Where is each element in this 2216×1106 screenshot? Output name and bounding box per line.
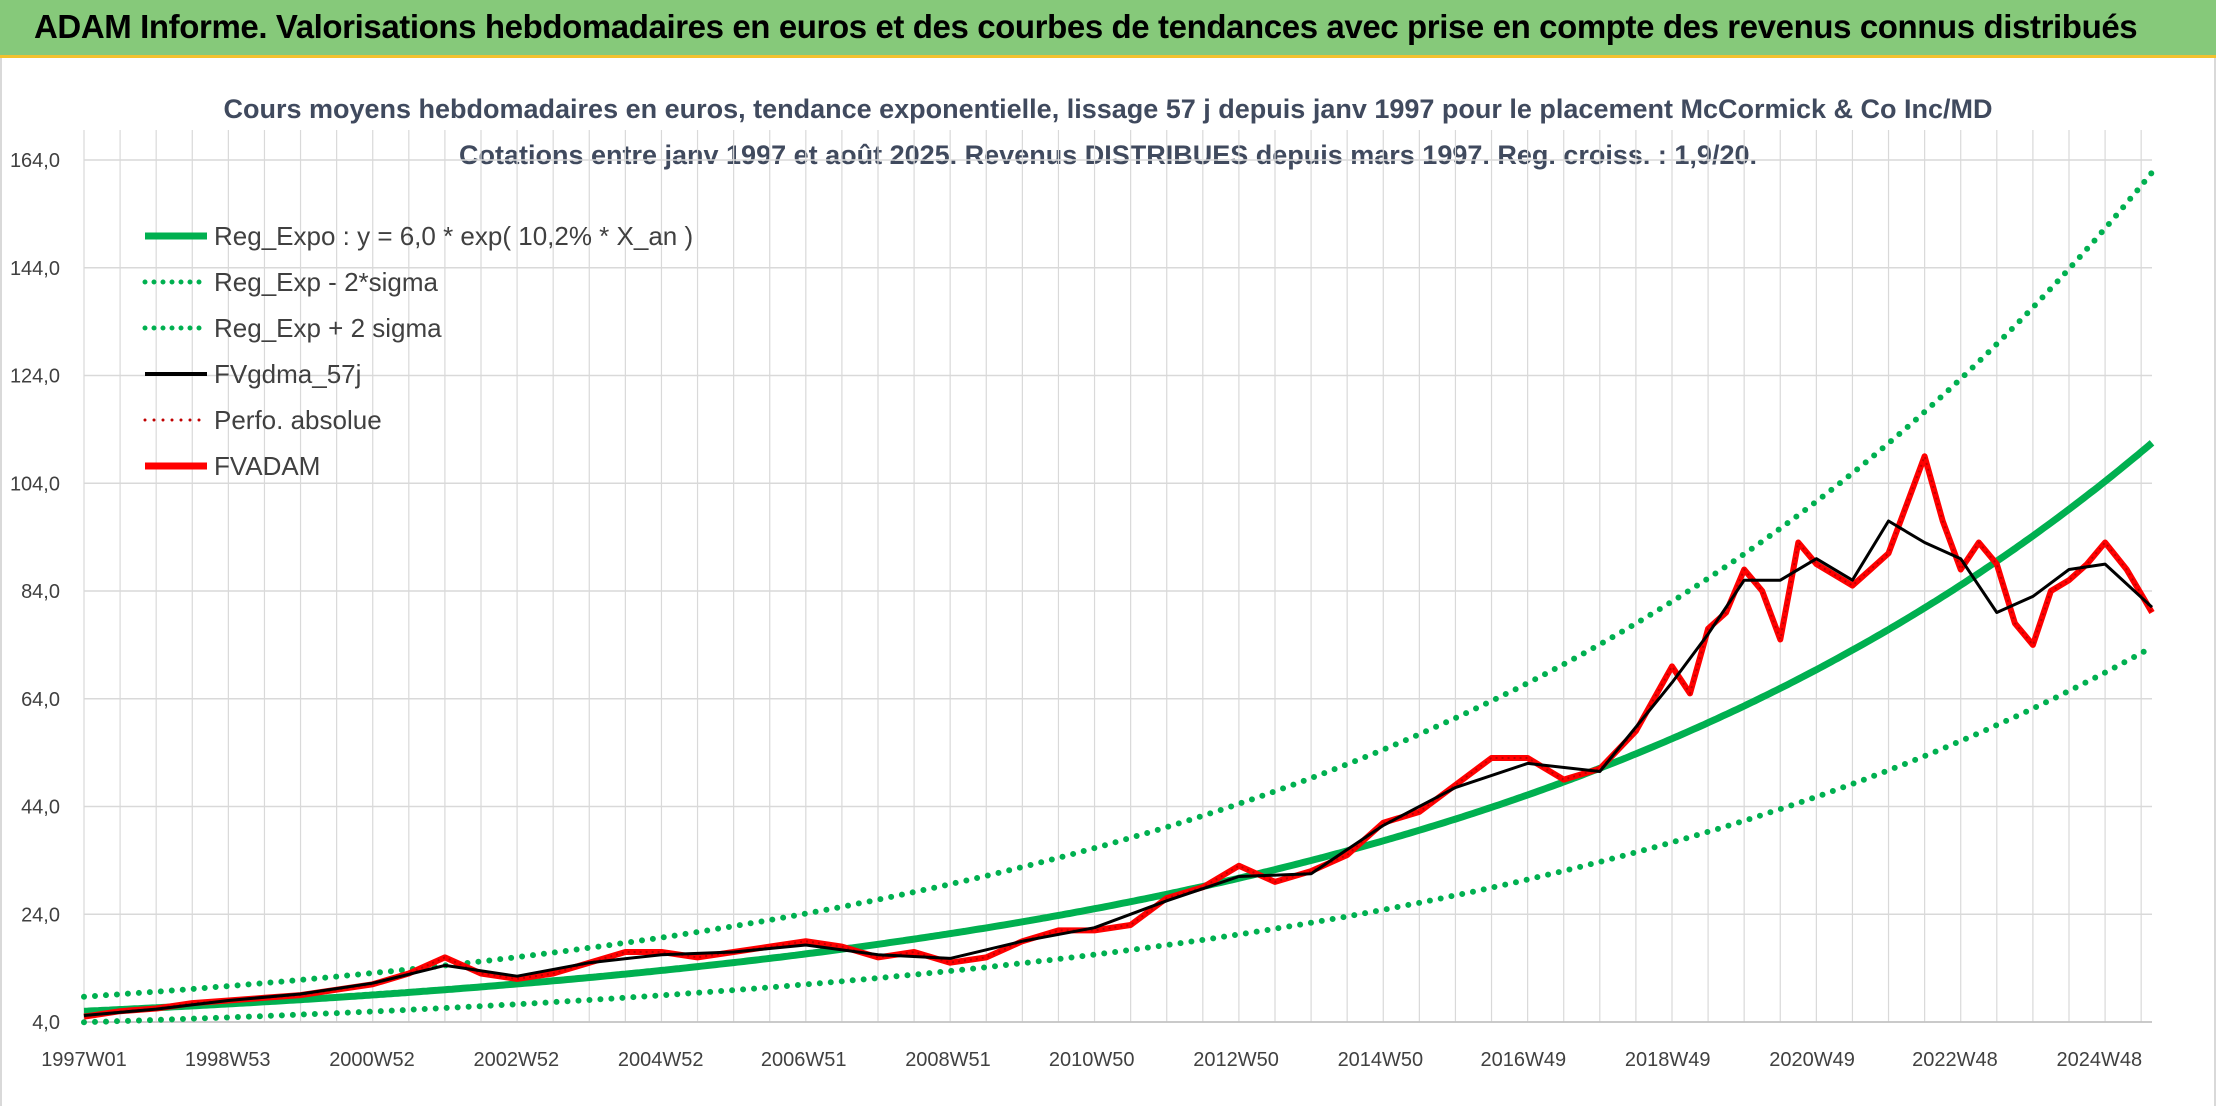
y-tick-label: 64,0 [21,689,60,711]
legend-label: FVgdma_57j [214,359,361,389]
legend-label: Perfo. absolue [214,405,382,435]
y-tick-label: 124,0 [10,366,60,388]
legend-label: Reg_Exp - 2*sigma [214,267,439,297]
y-tick-label: 164,0 [10,150,60,172]
report-banner: ADAM Informe. Valorisations hebdomadaire… [0,0,2216,58]
fvadam-line [83,453,2155,1020]
x-tick-label: 2000W52 [329,1049,415,1071]
x-tick-label: 2010W50 [1049,1049,1135,1071]
x-tick-label: 2020W49 [1769,1049,1855,1071]
x-tick-label: 1998W53 [185,1049,271,1071]
x-tick-label: 1997W01 [41,1049,127,1071]
chart-series [81,169,2155,1026]
x-tick-label: 2002W52 [474,1049,560,1071]
x-axis-ticks: 1997W01 1998W53 2000W52 2002W52 2004W52 2006W… [41,1049,2142,1071]
legend-label: Reg_Exp + 2 sigma [214,313,442,343]
y-tick-label: 84,0 [21,581,60,603]
x-tick-label: 2014W50 [1338,1049,1424,1071]
fvgdma-57j-line [83,519,2154,1017]
chart-subtitle: Cotations entre janv 1997 et août 2025. … [458,140,1757,170]
y-tick-label: 44,0 [21,797,60,819]
x-tick-label: 2022W48 [1912,1049,1998,1071]
y-tick-label: 4,0 [32,1012,60,1034]
x-tick-label: 2006W51 [761,1049,847,1071]
reg-exp-plus-2sigma-line [81,169,2155,1000]
y-tick-label: 144,0 [10,258,60,280]
reg-expo-line [83,440,2155,1015]
x-tick-label: 2004W52 [618,1049,704,1071]
legend-label: FVADAM [214,451,320,481]
chart-frame [0,58,2216,1106]
perfo-absolue-line [83,453,2153,1018]
chart-title: Cours moyens hebdomadaires en euros, ten… [223,94,1993,124]
x-tick-label: 2008W51 [905,1049,991,1071]
y-tick-label: 104,0 [10,473,60,495]
x-tick-label: 2018W49 [1625,1049,1711,1071]
x-tick-label: 2024W48 [2056,1049,2142,1071]
reg-exp-minus-2sigma-line [81,644,2155,1026]
y-tick-label: 24,0 [21,904,60,926]
chart-grid [83,130,2152,1023]
chart-legend: Reg_Expo : y = 6,0 * exp( 10,2% * X_an )… [142,221,693,481]
x-tick-label: 2012W50 [1193,1049,1279,1071]
x-tick-label: 2016W49 [1480,1049,1566,1071]
y-axis-ticks: 4,0 24,0 44,0 64,0 84,0 104,0 124,0 144,0 164,0 [10,150,60,1034]
report-title: ADAM Informe. Valorisations hebdomadaire… [34,8,2138,45]
legend-label: Reg_Expo : y = 6,0 * exp( 10,2% * X_an ) [214,221,693,251]
